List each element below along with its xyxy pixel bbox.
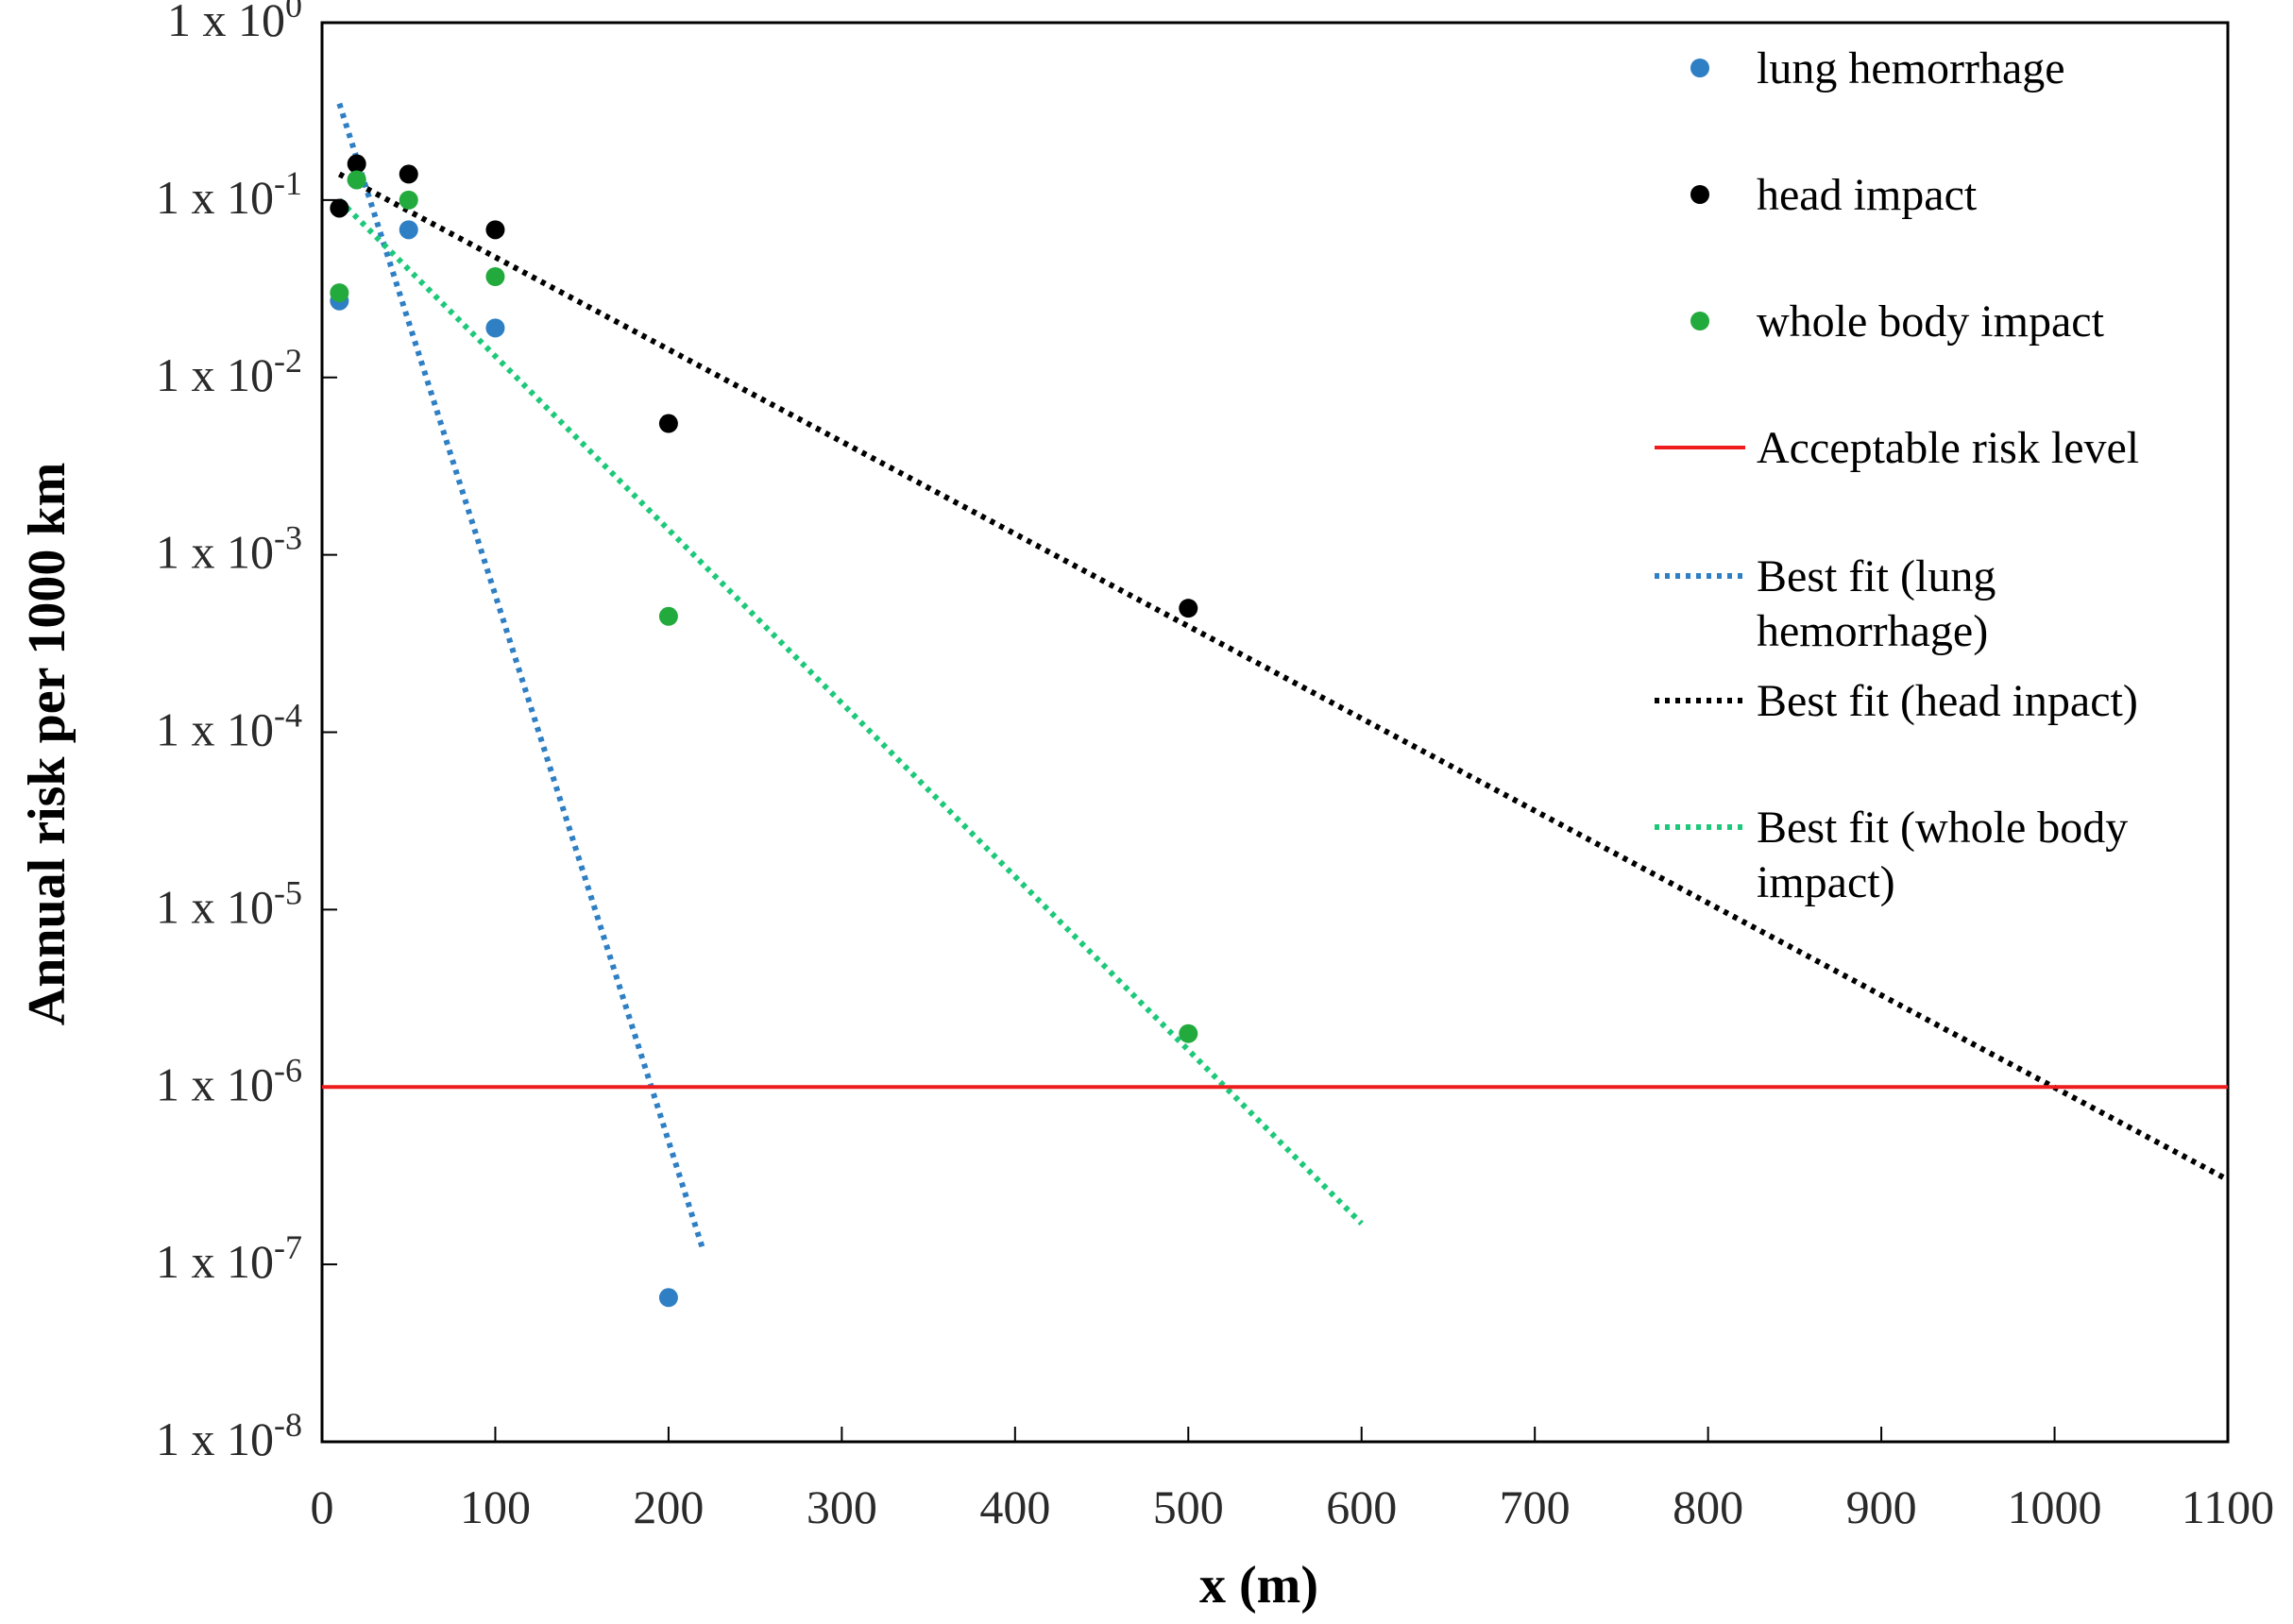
legend-item: lung hemorrhage (1690, 43, 2065, 93)
data-point (347, 154, 366, 174)
x-tick-label: 600 (1326, 1480, 1397, 1533)
x-tick-label: 1000 (2008, 1480, 2102, 1533)
x-tick-label: 800 (1673, 1480, 1743, 1533)
y-tick-label: 1 x 10-3 (156, 519, 302, 579)
legend-item: whole body impact (1690, 296, 2105, 347)
data-point (347, 170, 366, 190)
legend-label: Best fit (head inpact) (1757, 676, 2138, 726)
legend-label: impact) (1757, 857, 1895, 907)
data-points (330, 154, 1198, 1308)
legend-marker (1690, 59, 1709, 77)
y-tick-label: 1 x 10-6 (156, 1051, 302, 1110)
x-tick-label: 900 (1846, 1480, 1917, 1533)
x-tick-label: 400 (979, 1480, 1050, 1533)
x-tick-label: 0 (311, 1480, 334, 1533)
y-axis-label: Annual risk per 1000 km (18, 463, 76, 1025)
legend-label: Acceptable risk level (1757, 423, 2139, 473)
legend: lung hemorrhage head impact whole body imp… (1655, 43, 2139, 907)
data-point (1179, 599, 1198, 618)
fit-line (337, 171, 2230, 1183)
y-tick-label: 1 x 10-7 (156, 1228, 302, 1288)
legend-marker (1690, 185, 1709, 204)
y-tick-label: 1 x 10-5 (156, 873, 302, 933)
legend-label: hemorrhage) (1757, 606, 1988, 656)
data-point (1179, 1023, 1198, 1043)
legend-item: Acceptable risk level (1655, 423, 2139, 473)
data-point (485, 220, 505, 240)
legend-label: whole body impact (1757, 296, 2105, 347)
plot-area-frame (320, 21, 2230, 1444)
data-point (485, 318, 505, 338)
y-tick-label: 1 x 10-2 (156, 342, 302, 401)
legend-label: lung hemorrhage (1757, 43, 2065, 93)
data-point (330, 198, 349, 218)
data-point (330, 283, 349, 303)
x-tick-label: 100 (460, 1480, 531, 1533)
data-point (485, 266, 505, 286)
data-point (399, 164, 418, 184)
data-point (658, 606, 678, 626)
fit-lines (336, 102, 2230, 1252)
x-axis-ticks: 0 100 200 300 400 500 600 700 800 900 1000 1100 (311, 1427, 2274, 1533)
data-point (658, 1288, 678, 1308)
legend-label: head impact (1757, 170, 1978, 220)
y-tick-label: 1 x 10-8 (156, 1406, 302, 1465)
legend-marker (1690, 312, 1709, 330)
x-tick-label: 1100 (2182, 1480, 2274, 1533)
data-point (399, 220, 418, 240)
y-tick-label: 1 x 100 (167, 0, 302, 46)
data-point (399, 190, 418, 210)
x-tick-label: 700 (1500, 1480, 1571, 1533)
x-axis-label: x (m) (1199, 1556, 1318, 1615)
legend-item: Best fit (head inpact) (1655, 676, 2138, 726)
fit-line (336, 102, 706, 1252)
x-tick-label: 300 (807, 1480, 877, 1533)
y-tick-label: 1 x 10-4 (156, 697, 302, 756)
data-point (658, 414, 678, 433)
legend-label: Best fit (lung (1757, 551, 1996, 601)
x-tick-label: 200 (633, 1480, 704, 1533)
fit-line (337, 197, 1364, 1226)
legend-item: head impact (1690, 170, 1978, 220)
y-axis-ticks: 1 x 100 1 x 10-1 1 x 10-2 1 x 10-3 1 x 10-4 1… (156, 0, 337, 1465)
legend-label: Best fit (whole body (1757, 803, 2128, 853)
x-tick-label: 500 (1153, 1480, 1224, 1533)
y-tick-label: 1 x 10-1 (156, 164, 302, 224)
